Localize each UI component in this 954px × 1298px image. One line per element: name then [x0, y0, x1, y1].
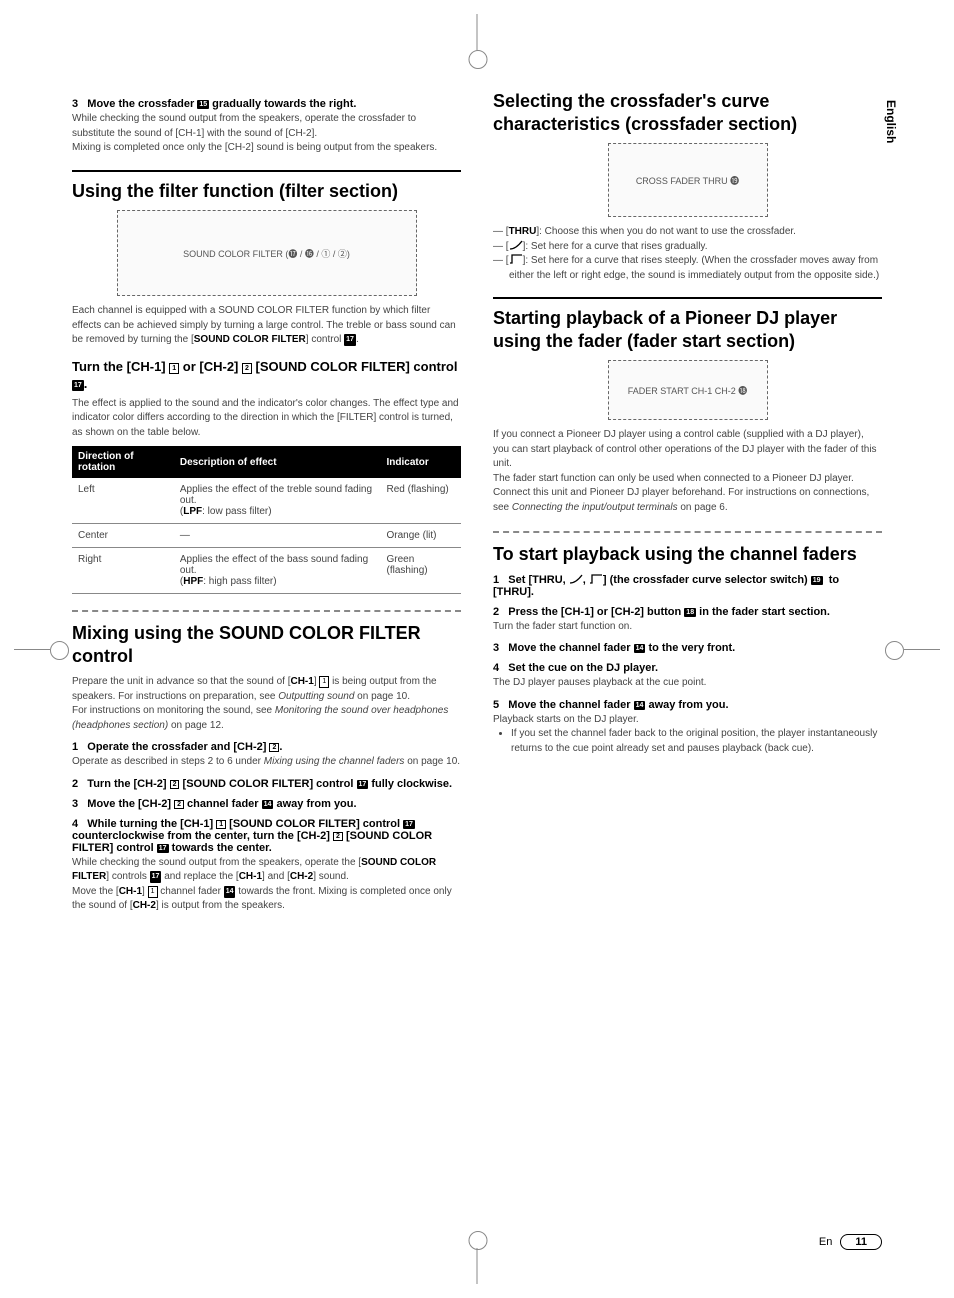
chfader-step5-p: Playback starts on the DJ player.: [493, 713, 882, 728]
cross-item-thru: [THRU]: Choose this when you do not want…: [493, 225, 882, 240]
footer-lang: En: [819, 1236, 832, 1248]
filter-title: Using the filter function (filter sectio…: [72, 180, 461, 203]
table-row: Right Applies the effect of the bass sou…: [72, 548, 461, 594]
crop-mark-top: [477, 14, 478, 50]
th-direction: Direction of rotation: [72, 446, 174, 478]
filter-figure: SOUND COLOR FILTER (⓱ / ⓰ / ① / ②): [117, 210, 417, 296]
divider: [72, 170, 461, 172]
left-column: 3 Move the crossfader 15 gradually towar…: [72, 90, 461, 914]
faderstart-p2: The fader start function can only be use…: [493, 472, 882, 487]
mix-step1-p: Operate as described in steps 2 to 6 und…: [72, 755, 461, 770]
step-3-para-1: While checking the sound output from the…: [72, 112, 461, 141]
page-content: 3 Move the crossfader 15 gradually towar…: [0, 0, 954, 954]
mix-step2: 2 Turn the [CH-2] 2 [SOUND COLOR FILTER]…: [72, 778, 461, 790]
divider-dash: [72, 610, 461, 612]
crop-mark-left: [14, 649, 50, 650]
footer-page-number: 11: [840, 1234, 882, 1250]
mix-title: Mixing using the SOUND COLOR FILTER cont…: [72, 622, 461, 667]
step-3-para-2: Mixing is completed once only the [CH-2]…: [72, 141, 461, 156]
cell: Left: [72, 478, 174, 524]
filter-subhead: Turn the [CH-1] 1 or [CH-2] 2 [SOUND COL…: [72, 358, 461, 393]
chfader-step2: 2 Press the [CH-1] or [CH-2] button 18 i…: [493, 606, 882, 618]
mix-step1: 1 Operate the crossfader and [CH-2] 2.: [72, 741, 461, 753]
language-tab: English: [884, 100, 898, 143]
th-effect: Description of effect: [174, 446, 381, 478]
crossfader-list: [THRU]: Choose this when you do not want…: [493, 225, 882, 283]
cell: Right: [72, 548, 174, 594]
cell: Applies the effect of the treble sound f…: [174, 478, 381, 524]
crop-mark-bottom: [477, 1248, 478, 1284]
table-row: Left Applies the effect of the treble so…: [72, 478, 461, 524]
faderstart-figure: FADER START CH-1 CH-2 ⓲: [608, 360, 768, 420]
chfader-step1: 1 Set [THRU, , ] (the crossfader curve s…: [493, 574, 882, 598]
divider-dash: [493, 531, 882, 533]
cell: Red (flashing): [380, 478, 461, 524]
crossfader-figure: CROSS FADER THRU ⓳: [608, 143, 768, 217]
faderstart-title: Starting playback of a Pioneer DJ player…: [493, 307, 882, 352]
chfader-step3: 3 Move the channel fader 14 to the very …: [493, 642, 882, 654]
cell: Green (flashing): [380, 548, 461, 594]
mix-p1: Prepare the unit in advance so that the …: [72, 675, 461, 704]
chfader-bullets: If you set the channel fader back to the…: [493, 727, 882, 756]
filter-desc: The effect is applied to the sound and t…: [72, 397, 461, 441]
chfader-step4-p: The DJ player pauses playback at the cue…: [493, 676, 882, 691]
table-row: Center — Orange (lit): [72, 524, 461, 548]
filter-table: Direction of rotation Description of eff…: [72, 446, 461, 594]
cross-item-steep: []: Set here for a curve that rises stee…: [493, 254, 882, 283]
faderstart-p1: If you connect a Pioneer DJ player using…: [493, 428, 882, 472]
crossfader-title: Selecting the crossfader's curve charact…: [493, 90, 882, 135]
right-column: Selecting the crossfader's curve charact…: [493, 90, 882, 914]
cell: Applies the effect of the bass sound fad…: [174, 548, 381, 594]
crop-mark-right: [904, 649, 940, 650]
th-indicator: Indicator: [380, 446, 461, 478]
chfader-title: To start playback using the channel fade…: [493, 543, 882, 566]
mix-step3: 3 Move the [CH-2] 2 channel fader 14 awa…: [72, 798, 461, 810]
chfader-bullet: If you set the channel fader back to the…: [511, 727, 882, 756]
mix-step4-p1: While checking the sound output from the…: [72, 856, 461, 885]
filter-intro: Each channel is equipped with a SOUND CO…: [72, 304, 461, 348]
mix-p2: For instructions on monitoring the sound…: [72, 704, 461, 733]
faderstart-p3: Connect this unit and Pioneer DJ player …: [493, 486, 882, 515]
chfader-step2-p: Turn the fader start function on.: [493, 620, 882, 635]
divider: [493, 297, 882, 299]
cell: Center: [72, 524, 174, 548]
mix-step4-p2: Move the [CH-1] 1 channel fader 14 towar…: [72, 885, 461, 914]
chfader-step5: 5 Move the channel fader 14 away from yo…: [493, 699, 882, 711]
cell: Orange (lit): [380, 524, 461, 548]
step-3-head: 3 Move the crossfader 15 gradually towar…: [72, 98, 461, 110]
page-footer: En 11: [819, 1234, 882, 1250]
cross-item-gradual: []: Set here for a curve that rises grad…: [493, 240, 882, 255]
cell: —: [174, 524, 381, 548]
chfader-step4: 4 Set the cue on the DJ player.: [493, 662, 882, 674]
mix-step4: 4 While turning the [CH-1] 1 [SOUND COLO…: [72, 818, 461, 854]
